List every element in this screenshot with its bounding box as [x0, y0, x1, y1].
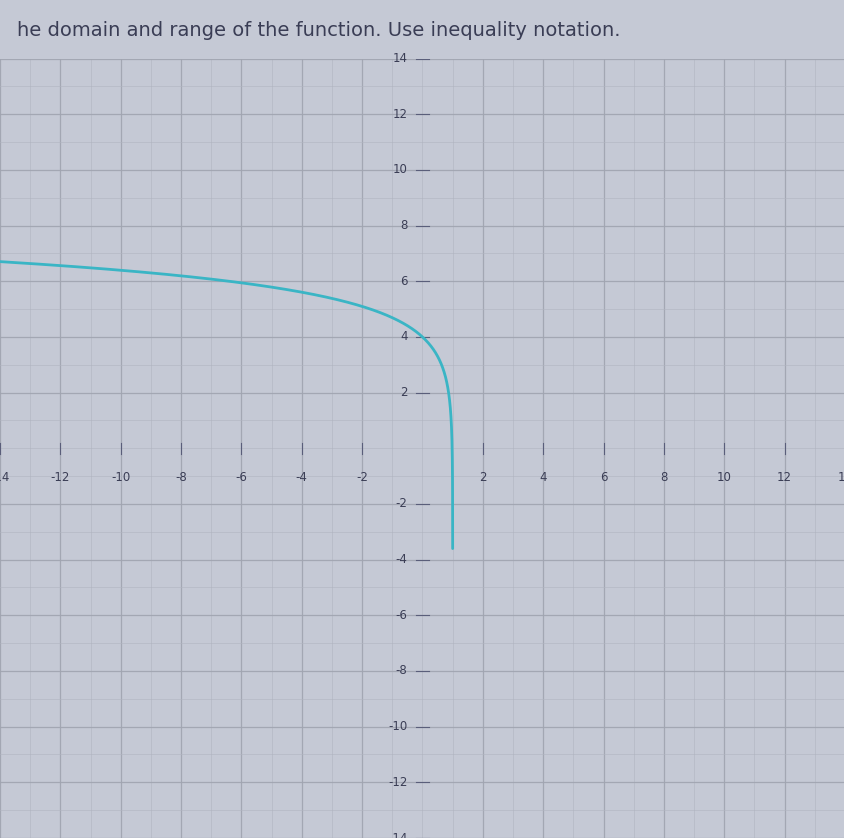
Text: -2: -2 [395, 498, 407, 510]
Text: 2: 2 [399, 386, 407, 399]
Text: 2: 2 [479, 471, 486, 484]
Text: -14: -14 [387, 831, 407, 838]
Text: 10: 10 [392, 163, 407, 177]
Text: -12: -12 [387, 776, 407, 789]
Text: 8: 8 [659, 471, 667, 484]
Text: -6: -6 [235, 471, 247, 484]
Text: 6: 6 [599, 471, 607, 484]
Text: 14: 14 [392, 52, 407, 65]
Text: 14: 14 [836, 471, 844, 484]
Text: 6: 6 [399, 275, 407, 287]
Text: -10: -10 [111, 471, 130, 484]
Text: 8: 8 [399, 220, 407, 232]
Text: 12: 12 [776, 471, 791, 484]
Text: 4: 4 [538, 471, 546, 484]
Text: he domain and range of the function. Use inequality notation.: he domain and range of the function. Use… [17, 21, 619, 40]
Text: -10: -10 [387, 720, 407, 733]
Text: 4: 4 [399, 330, 407, 344]
Text: 10: 10 [716, 471, 731, 484]
Text: -12: -12 [51, 471, 70, 484]
Text: -8: -8 [395, 665, 407, 677]
Text: 12: 12 [392, 108, 407, 121]
Text: -6: -6 [395, 609, 407, 622]
Text: -14: -14 [0, 471, 9, 484]
Text: -8: -8 [175, 471, 187, 484]
Text: -4: -4 [295, 471, 307, 484]
Text: -2: -2 [356, 471, 368, 484]
Text: -4: -4 [395, 553, 407, 566]
